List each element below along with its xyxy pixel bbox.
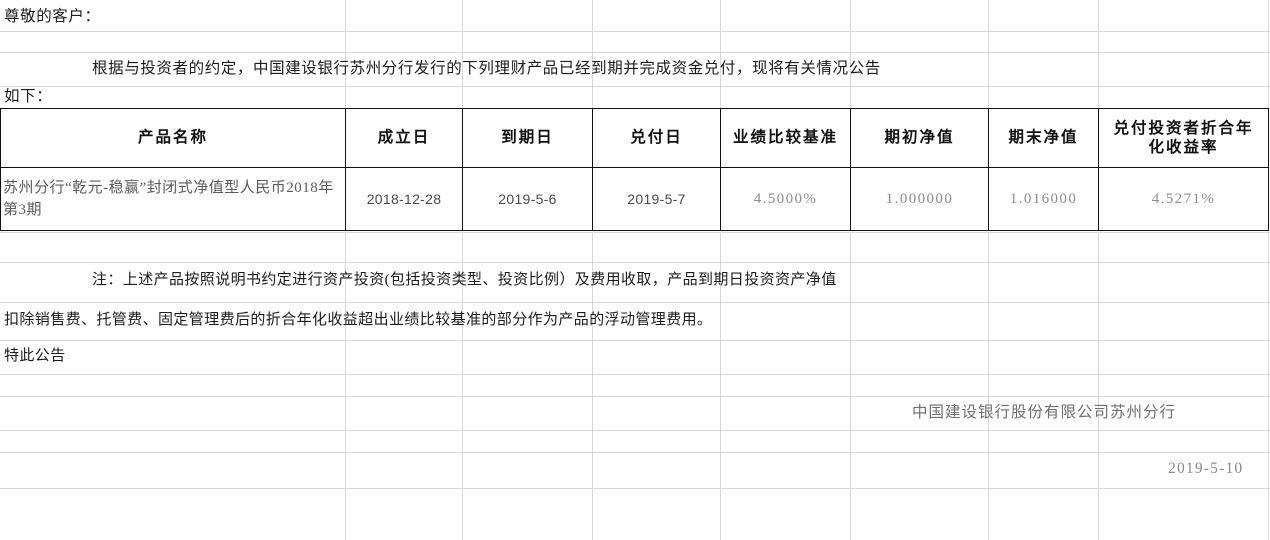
grid-row-line (0, 262, 1270, 263)
grid-column-line (850, 232, 851, 540)
column-header-final-nav: 期末净值 (988, 108, 1099, 168)
column-header-product-name: 产品名称 (0, 108, 346, 168)
column-header-benchmark: 业绩比较基准 (720, 108, 851, 168)
grid-column-line (1268, 0, 1269, 108)
cell-benchmark: 4.5000% (720, 167, 851, 231)
intro-paragraph-line-2: 如下： (4, 88, 53, 105)
grid-row-line (0, 430, 1270, 431)
intro-paragraph-line-1: 根据与投资者的约定，中国建设银行苏州分行发行的下列理财产品已经到期并完成资金兑付… (92, 60, 881, 77)
salutation-text: 尊敬的客户： (4, 8, 101, 25)
product-table: 产品名称 成立日 到期日 兑付日 业绩比较基准 期初净值 期末净值 兑付投资者折… (0, 108, 1269, 231)
grid-column-line (720, 0, 721, 108)
grid-column-line (1098, 232, 1099, 540)
grid-row-line (0, 52, 1270, 53)
grid-row-line (0, 396, 1270, 397)
cell-annualized-return: 4.5271% (1098, 167, 1269, 231)
grid-row-line (0, 452, 1270, 453)
grid-row-line (0, 374, 1270, 375)
column-header-maturity-date: 到期日 (462, 108, 593, 168)
grid-column-line (345, 0, 346, 108)
grid-row-line (0, 31, 1270, 32)
grid-row-line (0, 86, 1270, 87)
cell-initial-nav: 1.000000 (850, 167, 989, 231)
grid-column-line (988, 0, 989, 108)
cell-final-nav: 1.016000 (988, 167, 1099, 231)
cell-establish-date: 2018-12-28 (345, 167, 463, 231)
cell-product-name: 苏州分行“乾元-稳赢”封闭式净值型人民币2018年第3期 (0, 167, 346, 231)
footer-date: 2019-5-10 (1168, 460, 1244, 477)
grid-row-line (0, 232, 1270, 233)
table-header-row: 产品名称 成立日 到期日 兑付日 业绩比较基准 期初净值 期末净值 兑付投资者折… (0, 108, 1269, 168)
grid-column-line (1268, 232, 1269, 540)
column-header-annualized-return: 兑付投资者折合年化收益率 (1098, 108, 1269, 168)
cell-maturity-date: 2019-5-6 (462, 167, 593, 231)
grid-column-line (850, 0, 851, 108)
grid-row-line (0, 488, 1270, 489)
grid-row-line (0, 302, 1270, 303)
note-line-2: 扣除销售费、托管费、固定管理费后的折合年化收益超出业绩比较基准的部分作为产品的浮… (4, 312, 713, 328)
grid-column-line (462, 0, 463, 108)
cell-payment-date: 2019-5-7 (592, 167, 721, 231)
column-header-initial-nav: 期初净值 (850, 108, 989, 168)
table-row: 苏州分行“乾元-稳赢”封闭式净值型人民币2018年第3期 2018-12-28 … (0, 167, 1269, 231)
grid-column-line (592, 0, 593, 108)
column-header-establish-date: 成立日 (345, 108, 463, 168)
grid-row-line (0, 340, 1270, 341)
grid-column-line (988, 232, 989, 540)
note-line-1: 注：上述产品按照说明书约定进行资产投资(包括投资类型、投资比例）及费用收取，产品… (92, 272, 837, 288)
footer-signature: 中国建设银行股份有限公司苏州分行 (912, 404, 1177, 421)
grid-column-line (1098, 0, 1099, 108)
column-header-payment-date: 兑付日 (592, 108, 721, 168)
note-line-3: 特此公告 (4, 348, 66, 364)
